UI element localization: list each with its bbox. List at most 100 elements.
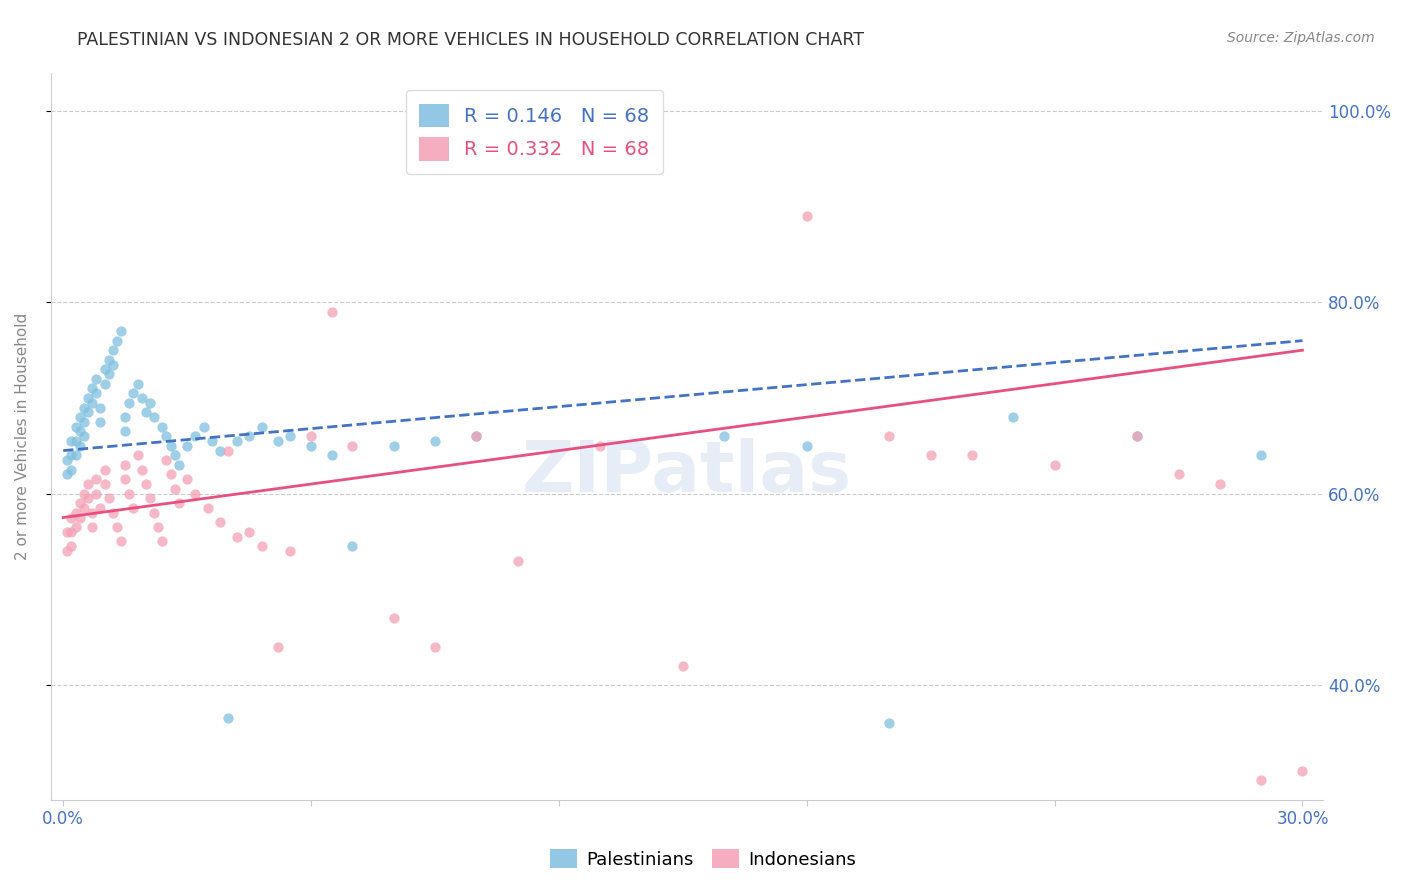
Point	[267, 640, 290, 654]
Point	[143, 506, 166, 520]
Point	[60, 510, 83, 524]
Point	[93, 463, 115, 477]
Point	[82, 506, 104, 520]
Point	[77, 477, 100, 491]
Point	[65, 520, 87, 534]
Point	[1291, 764, 1313, 778]
Point	[65, 434, 87, 448]
Point	[73, 429, 96, 443]
Point	[1250, 449, 1272, 463]
Point	[60, 524, 83, 539]
Point	[225, 530, 247, 544]
Text: PALESTINIAN VS INDONESIAN 2 OR MORE VEHICLES IN HOUSEHOLD CORRELATION CHART: PALESTINIAN VS INDONESIAN 2 OR MORE VEHI…	[77, 31, 865, 49]
Point	[465, 429, 488, 443]
Point	[84, 486, 107, 500]
Point	[114, 472, 136, 486]
Point	[60, 463, 83, 477]
Point	[1126, 429, 1149, 443]
Point	[127, 449, 149, 463]
Point	[321, 305, 343, 319]
Legend: Palestinians, Indonesians: Palestinians, Indonesians	[543, 842, 863, 876]
Point	[167, 458, 190, 472]
Point	[176, 472, 198, 486]
Text: Source: ZipAtlas.com: Source: ZipAtlas.com	[1227, 31, 1375, 45]
Point	[131, 463, 153, 477]
Point	[879, 429, 901, 443]
Point	[1126, 429, 1149, 443]
Point	[93, 477, 115, 491]
Point	[920, 449, 942, 463]
Point	[176, 439, 198, 453]
Point	[796, 210, 818, 224]
Point	[465, 429, 488, 443]
Point	[118, 396, 141, 410]
Point	[131, 391, 153, 405]
Point	[163, 482, 186, 496]
Text: ZIPatlas: ZIPatlas	[522, 438, 852, 507]
Point	[280, 544, 302, 558]
Point	[73, 401, 96, 415]
Point	[423, 434, 446, 448]
Point	[114, 410, 136, 425]
Point	[342, 539, 364, 553]
Point	[139, 396, 162, 410]
Point	[159, 439, 181, 453]
Point	[382, 439, 405, 453]
Point	[73, 500, 96, 515]
Point	[69, 425, 91, 439]
Point	[201, 434, 224, 448]
Point	[238, 524, 260, 539]
Point	[1167, 467, 1189, 482]
Point	[267, 434, 290, 448]
Point	[225, 434, 247, 448]
Point	[101, 358, 124, 372]
Point	[217, 443, 239, 458]
Point	[60, 449, 83, 463]
Point	[77, 405, 100, 419]
Y-axis label: 2 or more Vehicles in Household: 2 or more Vehicles in Household	[15, 312, 30, 560]
Point	[135, 477, 157, 491]
Point	[197, 500, 219, 515]
Point	[672, 658, 695, 673]
Point	[548, 128, 571, 142]
Point	[167, 496, 190, 510]
Point	[280, 429, 302, 443]
Point	[89, 500, 111, 515]
Point	[122, 500, 145, 515]
Point	[65, 449, 87, 463]
Point	[60, 434, 83, 448]
Point	[110, 534, 132, 549]
Point	[105, 520, 128, 534]
Point	[84, 472, 107, 486]
Point	[97, 491, 120, 506]
Point	[73, 486, 96, 500]
Point	[299, 439, 322, 453]
Point	[110, 324, 132, 338]
Point	[163, 449, 186, 463]
Point	[150, 419, 173, 434]
Point	[217, 711, 239, 725]
Point	[82, 396, 104, 410]
Point	[84, 386, 107, 401]
Point	[114, 425, 136, 439]
Point	[193, 419, 215, 434]
Point	[238, 429, 260, 443]
Point	[506, 553, 529, 567]
Point	[77, 391, 100, 405]
Point	[77, 491, 100, 506]
Point	[796, 439, 818, 453]
Point	[299, 429, 322, 443]
Point	[65, 506, 87, 520]
Point	[69, 510, 91, 524]
Point	[1250, 773, 1272, 788]
Point	[879, 716, 901, 731]
Point	[143, 410, 166, 425]
Point	[93, 376, 115, 391]
Point	[114, 458, 136, 472]
Point	[127, 376, 149, 391]
Point	[65, 419, 87, 434]
Point	[122, 386, 145, 401]
Point	[89, 401, 111, 415]
Point	[135, 405, 157, 419]
Point	[97, 352, 120, 367]
